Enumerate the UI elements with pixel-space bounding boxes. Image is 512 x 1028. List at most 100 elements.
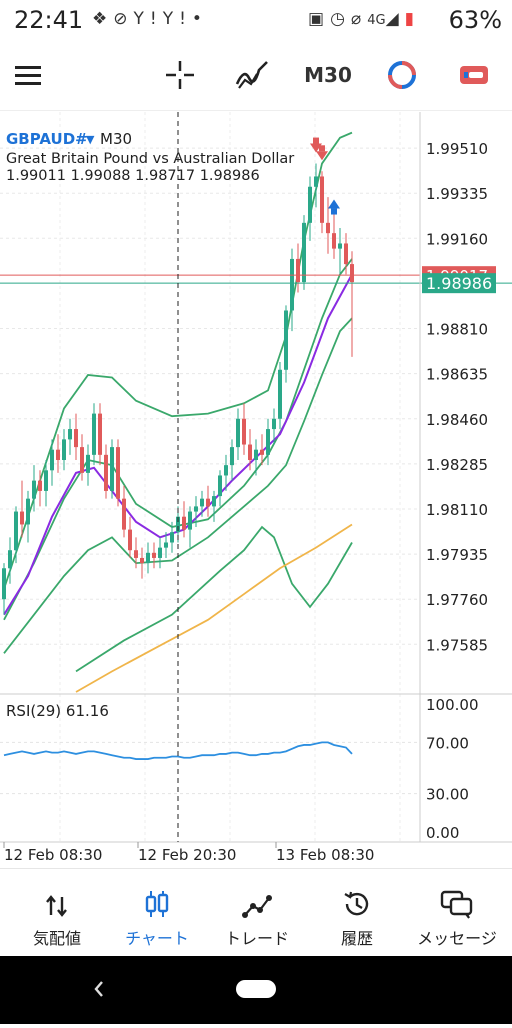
status-right-icons: ▣◷⌀4G◢▮: [308, 9, 420, 29]
candle-body: [224, 465, 228, 476]
candle-body: [320, 176, 324, 223]
candle-body: [62, 439, 66, 460]
candle-body: [170, 532, 174, 543]
nav-messages[interactable]: メッセージ: [406, 869, 508, 957]
chart-symbol[interactable]: GBPAUD#: [6, 130, 88, 148]
rsi-panel: 100.00 70.00 30.00 0.00 RSI(29) 61.16: [0, 693, 512, 842]
quotes-icon: [46, 895, 67, 917]
sell-arrow-stem: [313, 137, 319, 144]
price-tick-label: 1.98285: [426, 456, 488, 474]
candle-body: [308, 186, 312, 223]
yahoo-icon: Y!: [133, 9, 163, 29]
one-click-trade-icon: [388, 61, 416, 89]
sell-arrow-icon: [316, 151, 328, 161]
bollinger-middle-line: [3, 258, 353, 621]
status-left-icons: ❖⊘Y!Y!•: [92, 9, 208, 29]
home-pill-icon[interactable]: [236, 980, 276, 998]
candle-body: [128, 529, 132, 551]
symbol-dropdown-icon[interactable]: ▼: [86, 133, 95, 146]
nav-trade[interactable]: トレード: [206, 869, 308, 957]
one-click-trade-button[interactable]: [380, 40, 424, 110]
time-axis: 12 Feb 08:30 12 Feb 20:30 13 Feb 08:30: [0, 841, 512, 864]
system-navigation-bar: [0, 956, 512, 1024]
candle-body: [284, 310, 288, 370]
rsi-level-label: 30.00: [426, 786, 469, 804]
candle-body: [68, 429, 72, 440]
nav-chart[interactable]: チャート: [106, 869, 208, 957]
candle-body: [44, 470, 48, 491]
candle-body: [338, 243, 342, 249]
time-tick-label: 13 Feb 08:30: [276, 846, 374, 864]
history-icon: [344, 891, 369, 916]
crosshair-icon: [166, 61, 194, 89]
chart-area[interactable]: 1.990171.98986 1.99510 1.99335 1.99160 1.98…: [0, 112, 512, 868]
price-tick-label: 1.97585: [426, 636, 488, 654]
yahoo-icon: Y!: [162, 9, 192, 29]
parking-icon: ▣: [308, 9, 331, 29]
candles: [2, 163, 354, 615]
candle-body: [56, 449, 60, 460]
back-icon[interactable]: [94, 981, 103, 997]
photos-icon: ❖: [92, 9, 114, 29]
bid-price-badge: [422, 273, 496, 294]
battery-icon: ▮: [404, 9, 420, 29]
sell-arrow-icon: [310, 143, 322, 153]
messages-icon: [440, 890, 473, 919]
candle-body: [266, 429, 270, 455]
rsi-line: [3, 741, 353, 760]
bollinger-lower-line: [3, 317, 353, 654]
candle-body: [302, 222, 306, 283]
menu-button[interactable]: [6, 40, 50, 110]
candle-body: [332, 233, 336, 249]
candle-body: [218, 475, 222, 497]
chart-header: GBPAUD# ▼ M30 Great Britain Pound vs Aus…: [6, 130, 294, 184]
chart-window-button[interactable]: [452, 40, 496, 110]
signal-icon: ◢: [385, 9, 405, 29]
candle-body: [32, 480, 36, 499]
crosshair-button[interactable]: [160, 40, 200, 110]
nav-trade-label: トレード: [224, 929, 289, 948]
candle-body: [20, 511, 24, 525]
candle-body: [248, 444, 252, 460]
nav-history[interactable]: 履歴: [306, 869, 408, 957]
status-time: 22:41: [14, 6, 84, 34]
rsi-level-label: 0.00: [426, 824, 459, 842]
nav-chart-label: チャート: [125, 929, 189, 948]
dot-icon: •: [191, 9, 208, 29]
price-lines: 1.990171.98986: [0, 266, 512, 294]
candle-body: [236, 418, 240, 448]
candle-body: [140, 557, 144, 564]
buy-arrow-icon: [328, 199, 340, 209]
timeframe-label: M30: [304, 63, 352, 87]
price-tick-label: 1.98810: [426, 321, 488, 339]
bid-price-label: 1.98986: [426, 274, 492, 293]
no-disturb-icon: ⊘: [113, 9, 134, 29]
nav-quotes[interactable]: 気配値: [6, 869, 108, 957]
candle-body: [104, 454, 108, 491]
chart-canvas[interactable]: 1.990171.98986 1.99510 1.99335 1.99160 1.98…: [0, 112, 512, 868]
candle-body: [134, 550, 138, 558]
price-tick-label: 1.97935: [426, 546, 488, 564]
price-tick-label: 1.99160: [426, 230, 488, 248]
candle-body: [86, 454, 90, 473]
candle-body: [344, 243, 348, 265]
nav-messages-label: メッセージ: [417, 929, 497, 948]
candle-body: [98, 413, 102, 455]
trade-icon: [242, 895, 272, 918]
price-tick-label: 1.99510: [426, 140, 488, 158]
candle-body: [152, 552, 156, 558]
candle-body: [176, 516, 180, 533]
chart-description: Great Britain Pound vs Australian Dollar: [6, 151, 294, 167]
candle-body: [314, 176, 318, 187]
price-tick-label: 1.97760: [426, 591, 488, 609]
network-type: 4G: [367, 13, 386, 28]
indicators-button[interactable]: [230, 40, 274, 110]
candle-body: [116, 447, 120, 499]
timeframe-button[interactable]: M30: [300, 40, 356, 110]
candle-body: [290, 258, 294, 311]
hamburger-menu-icon: [15, 66, 41, 85]
candle-body: [194, 506, 198, 512]
rsi-level-label: 100.00: [426, 696, 479, 714]
envelope-lower-line: [75, 523, 353, 693]
candle-body: [242, 418, 246, 445]
